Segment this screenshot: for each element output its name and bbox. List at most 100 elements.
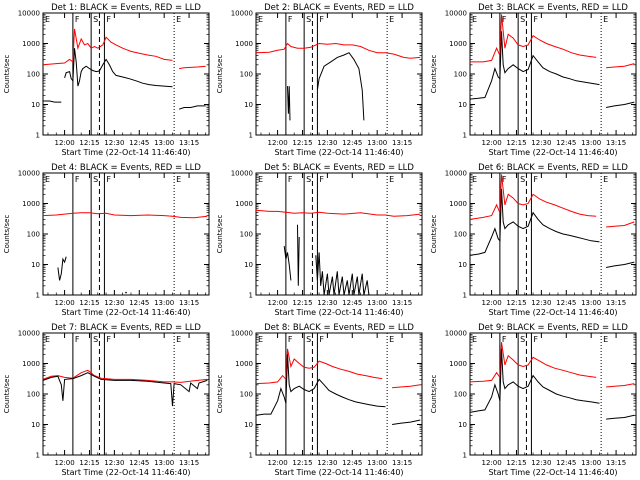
panel-title: Det 5: BLACK = Events, RED = LLD <box>264 163 414 173</box>
x-tick-label: 13:15 <box>606 299 626 307</box>
x-tick-label: 13:15 <box>179 139 199 147</box>
state-marker-label: S <box>306 15 311 24</box>
x-tick-label: 13:00 <box>154 139 174 147</box>
y-tick-label: 10 <box>458 261 467 269</box>
x-axis-label: Start Time (22-Oct-14 11:46:40) <box>274 308 403 317</box>
x-tick-label: 12:30 <box>104 299 124 307</box>
events-series-line <box>469 188 600 256</box>
state-marker-label: F <box>319 335 324 344</box>
x-tick-label: 13:00 <box>154 459 174 467</box>
y-axis-label: Counts/sec <box>430 215 438 254</box>
y-tick-label: 10000 <box>445 170 467 178</box>
x-tick-label: 12:45 <box>556 299 576 307</box>
y-tick-label: 10 <box>31 421 40 429</box>
x-tick-label: 13:00 <box>581 299 601 307</box>
y-tick-label: 1 <box>36 452 40 460</box>
state-marker-label: F <box>319 175 324 184</box>
state-marker-label: E <box>472 15 477 24</box>
events-series-line <box>178 105 206 110</box>
x-tick-label: 12:00 <box>54 459 74 467</box>
lld-series-line <box>392 384 421 389</box>
state-marker-label: S <box>93 335 98 344</box>
y-tick-label: 100 <box>240 71 253 79</box>
x-axis-label: Start Time (22-Oct-14 11:46:40) <box>488 148 617 157</box>
y-axis-label: Counts/sec <box>216 215 224 254</box>
x-tick-label: 12:45 <box>342 299 362 307</box>
x-tick-label: 12:45 <box>129 299 149 307</box>
state-marker-label: F <box>533 15 538 24</box>
x-tick-label: 13:15 <box>392 139 412 147</box>
y-tick-label: 10000 <box>18 10 40 18</box>
y-tick-label: 1000 <box>22 360 40 368</box>
panel-title: Det 2: BLACK = Events, RED = LLD <box>264 3 414 13</box>
events-series-line <box>392 419 421 425</box>
y-tick-label: 10000 <box>18 330 40 338</box>
y-tick-label: 1000 <box>235 200 253 208</box>
x-tick-label: 12:45 <box>129 139 149 147</box>
y-tick-label: 1000 <box>449 40 467 48</box>
x-tick-label: 13:00 <box>581 459 601 467</box>
x-tick-label: 13:15 <box>392 299 412 307</box>
x-tick-label: 12:30 <box>317 299 337 307</box>
detector-panel-5: Det 5: BLACK = Events, RED = LLD Counts/s… <box>216 163 423 317</box>
lld-series-line <box>469 174 597 220</box>
plot-frame <box>469 172 637 296</box>
state-marker-label: F <box>75 175 80 184</box>
x-tick-label: 12:00 <box>54 139 74 147</box>
state-marker-label: E <box>389 15 394 24</box>
lld-series-line <box>255 209 421 217</box>
x-tick-label: 12:30 <box>104 139 124 147</box>
y-tick-label: 1 <box>36 292 40 300</box>
state-marker-label: F <box>502 175 507 184</box>
x-tick-label: 13:15 <box>606 459 626 467</box>
x-tick-label: 12:45 <box>342 139 362 147</box>
state-marker-label: E <box>603 175 608 184</box>
y-tick-label: 10000 <box>231 170 253 178</box>
x-tick-label: 12:45 <box>556 139 576 147</box>
x-tick-label: 12:00 <box>481 299 501 307</box>
y-axis-label: Counts/sec <box>216 55 224 94</box>
y-tick-label: 1000 <box>235 40 253 48</box>
y-tick-label: 1000 <box>449 360 467 368</box>
x-axis-label: Start Time (22-Oct-14 11:46:40) <box>274 468 403 477</box>
panel-title: Det 4: BLACK = Events, RED = LLD <box>51 163 201 173</box>
detector-panel-4: Det 4: BLACK = Events, RED = LLD Counts/s… <box>3 163 210 317</box>
x-tick-label: 12:30 <box>104 459 124 467</box>
state-marker-label: F <box>502 15 507 24</box>
x-tick-label: 12:15 <box>292 459 312 467</box>
detector-panel-1: Det 1: BLACK = Events, RED = LLD Counts/s… <box>3 3 210 157</box>
plot-frame <box>255 172 423 296</box>
y-tick-label: 1 <box>249 132 253 140</box>
x-tick-label: 12:15 <box>79 299 99 307</box>
lld-series-line <box>606 221 635 228</box>
x-axis-label: Start Time (22-Oct-14 11:46:40) <box>488 308 617 317</box>
y-tick-label: 10 <box>31 261 40 269</box>
y-tick-label: 1 <box>36 132 40 140</box>
y-axis-label: Counts/sec <box>430 55 438 94</box>
x-tick-label: 13:15 <box>179 299 199 307</box>
y-tick-label: 10 <box>244 101 253 109</box>
panel-title: Det 1: BLACK = Events, RED = LLD <box>51 3 201 13</box>
y-tick-label: 1000 <box>235 360 253 368</box>
events-series-line <box>606 261 635 268</box>
x-tick-label: 12:45 <box>556 459 576 467</box>
state-marker-label: E <box>45 175 50 184</box>
x-axis-label: Start Time (22-Oct-14 11:46:40) <box>274 148 403 157</box>
events-series-line <box>283 246 292 281</box>
plot-frame <box>469 332 637 456</box>
state-marker-label: E <box>603 335 608 344</box>
y-tick-label: 10000 <box>231 330 253 338</box>
lld-series-line <box>606 383 635 388</box>
y-tick-label: 10 <box>458 101 467 109</box>
x-tick-label: 13:00 <box>367 459 387 467</box>
x-axis-label: Start Time (22-Oct-14 11:46:40) <box>61 308 190 317</box>
state-marker-label: S <box>520 15 525 24</box>
y-tick-label: 10000 <box>445 10 467 18</box>
y-tick-label: 10000 <box>231 10 253 18</box>
lld-series-line <box>42 212 208 219</box>
state-marker-label: F <box>533 175 538 184</box>
plot-frame <box>469 12 637 136</box>
y-tick-label: 10 <box>458 421 467 429</box>
plot-frame <box>42 12 210 136</box>
state-marker-label: E <box>603 15 608 24</box>
